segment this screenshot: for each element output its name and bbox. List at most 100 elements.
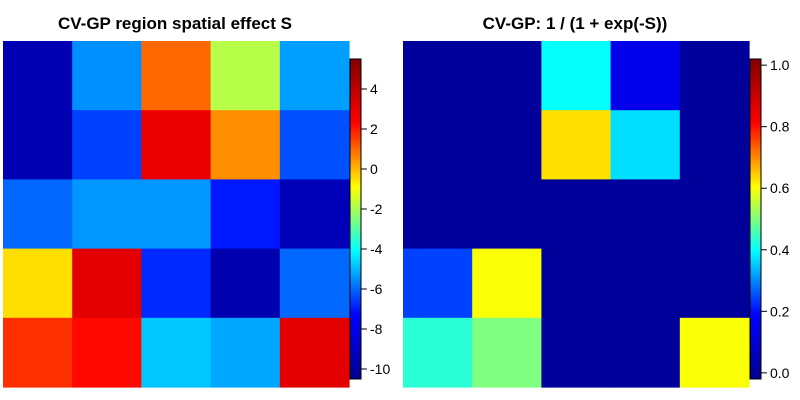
heatmap-cell — [403, 248, 473, 319]
colorbar-segment — [750, 277, 761, 281]
colorbar-segment — [350, 72, 361, 76]
colorbar-segment — [350, 227, 361, 231]
colorbar-segment — [350, 237, 361, 241]
colorbar-segment — [350, 96, 361, 100]
colorbar-tick-label: 0.0 — [770, 365, 790, 381]
colorbar-segment — [750, 235, 761, 239]
colorbar-segment — [750, 184, 761, 188]
colorbar-segment — [750, 227, 761, 231]
colorbar-segment — [350, 219, 361, 223]
colorbar-segment — [350, 269, 361, 273]
heatmap-cell — [679, 317, 750, 388]
heatmap-cell — [472, 110, 542, 180]
colorbar-segment — [750, 171, 761, 175]
colorbar-segment — [750, 115, 761, 119]
colorbar-segment — [750, 240, 761, 244]
colorbar-frame — [349, 58, 362, 380]
colorbar-segment — [350, 163, 361, 167]
heatmap-panel-1: CV-GP region spatial effect S -10 -8 -6 -4 -2… — [3, 14, 390, 388]
colorbar-segment — [350, 261, 361, 265]
heatmap-cell — [210, 179, 281, 250]
colorbar-segment — [350, 325, 361, 329]
heatmap-cell — [141, 179, 212, 250]
heatmap-cell — [610, 317, 681, 388]
heatmap-cell — [3, 179, 73, 250]
colorbar-segment — [350, 195, 361, 199]
colorbar-segment — [350, 171, 361, 175]
colorbar-segment — [750, 133, 761, 137]
colorbar-tick-label: -8 — [370, 321, 383, 337]
colorbar-segment — [350, 373, 361, 377]
colorbar-segment — [350, 256, 361, 260]
colorbar-segment — [750, 373, 761, 377]
colorbar-segment — [750, 344, 761, 348]
colorbar-segment — [350, 288, 361, 292]
colorbar-segment — [750, 248, 761, 252]
colorbar-segment — [350, 360, 361, 364]
colorbar-segment — [750, 69, 761, 73]
colorbar-segment — [350, 77, 361, 81]
colorbar-segment — [750, 99, 761, 103]
heatmap-cell — [610, 248, 681, 319]
colorbar-segment — [750, 368, 761, 372]
colorbar-segment — [350, 61, 361, 65]
colorbar-segment — [750, 272, 761, 276]
colorbar-segment — [750, 363, 761, 367]
colorbar-segment — [750, 176, 761, 180]
colorbar-segment — [350, 275, 361, 279]
colorbar-segment — [350, 109, 361, 113]
colorbar-segment — [750, 165, 761, 169]
colorbar-segment — [750, 75, 761, 79]
colorbar-segment — [350, 112, 361, 116]
colorbar-segment — [750, 149, 761, 153]
chart-title: CV-GP: 1 / (1 + exp(-S)) — [483, 14, 668, 33]
heatmap-cell — [3, 317, 73, 388]
colorbar-segment — [350, 264, 361, 268]
colorbar-segment — [350, 144, 361, 148]
colorbar-segment — [350, 315, 361, 319]
colorbar-segment — [750, 123, 761, 127]
colorbar-segment — [350, 155, 361, 159]
colorbar-segment — [350, 355, 361, 359]
colorbar-segment — [750, 152, 761, 156]
heatmap-cell — [210, 248, 281, 319]
colorbar-segment — [750, 232, 761, 236]
colorbar-segment — [350, 320, 361, 324]
heatmap-cell — [541, 317, 612, 388]
colorbar-segment — [750, 85, 761, 89]
colorbar-segment — [750, 259, 761, 263]
colorbar-segment — [350, 232, 361, 236]
colorbar-segment — [750, 163, 761, 167]
colorbar-segment — [750, 200, 761, 204]
colorbar-segment — [350, 301, 361, 305]
colorbar-segment — [750, 120, 761, 124]
colorbar-segment — [750, 216, 761, 220]
colorbar-segment — [750, 323, 761, 327]
colorbar-segment — [350, 229, 361, 233]
colorbar-tick-label: -10 — [370, 361, 390, 377]
colorbar: 0.0 0.2 0.4 0.6 0.8 1.0 — [749, 57, 790, 381]
heatmap-cell — [679, 41, 750, 111]
colorbar-segment — [350, 253, 361, 257]
heatmap-cell — [403, 179, 473, 250]
heatmap-cell — [610, 110, 681, 180]
colorbar-segment — [750, 251, 761, 255]
colorbar-segment — [750, 187, 761, 191]
colorbar-segment — [350, 147, 361, 151]
colorbar-segment — [750, 136, 761, 140]
colorbar-segment — [350, 176, 361, 180]
heatmap-cell — [210, 41, 281, 111]
colorbar-segment — [750, 267, 761, 271]
colorbar-segment — [350, 365, 361, 369]
colorbar-segment — [350, 179, 361, 183]
heatmap-cell — [279, 110, 350, 180]
colorbar-segment — [350, 309, 361, 313]
heatmap-cell — [679, 248, 750, 319]
colorbar-segment — [350, 99, 361, 103]
colorbar-segment — [750, 317, 761, 321]
colorbar-segment — [350, 205, 361, 209]
colorbar-segment — [350, 69, 361, 73]
colorbar-segment — [350, 136, 361, 140]
heatmap-cell — [72, 110, 142, 180]
